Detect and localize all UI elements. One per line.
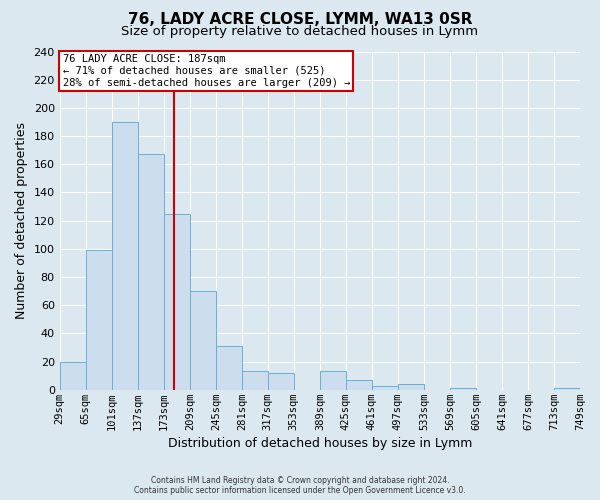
Text: 76 LADY ACRE CLOSE: 187sqm
← 71% of detached houses are smaller (525)
28% of sem: 76 LADY ACRE CLOSE: 187sqm ← 71% of deta… <box>62 54 350 88</box>
Text: 76, LADY ACRE CLOSE, LYMM, WA13 0SR: 76, LADY ACRE CLOSE, LYMM, WA13 0SR <box>128 12 472 28</box>
Y-axis label: Number of detached properties: Number of detached properties <box>15 122 28 319</box>
Bar <box>398 384 424 390</box>
Bar <box>138 154 164 390</box>
Bar <box>372 386 398 390</box>
Bar <box>86 250 112 390</box>
Bar <box>216 346 242 390</box>
Bar <box>242 372 268 390</box>
Bar <box>112 122 138 390</box>
Bar <box>554 388 580 390</box>
Text: Size of property relative to detached houses in Lymm: Size of property relative to detached ho… <box>121 25 479 38</box>
Bar <box>450 388 476 390</box>
Bar <box>320 372 346 390</box>
X-axis label: Distribution of detached houses by size in Lymm: Distribution of detached houses by size … <box>167 437 472 450</box>
Text: Contains HM Land Registry data © Crown copyright and database right 2024.
Contai: Contains HM Land Registry data © Crown c… <box>134 476 466 495</box>
Bar <box>268 373 294 390</box>
Bar <box>190 291 216 390</box>
Bar <box>346 380 372 390</box>
Bar <box>164 214 190 390</box>
Bar <box>59 362 86 390</box>
